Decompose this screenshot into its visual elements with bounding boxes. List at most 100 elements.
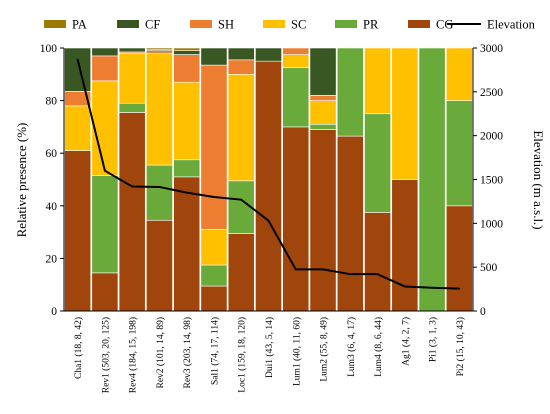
bar-segment-pa xyxy=(146,47,173,50)
bars xyxy=(64,47,473,312)
elevation-point xyxy=(458,287,461,290)
y-tick-label: 60 xyxy=(46,148,58,160)
legend-swatch xyxy=(408,20,430,28)
bar-segment-cg xyxy=(64,150,92,312)
legend-item-sh: SH xyxy=(190,18,234,32)
elevation-point xyxy=(213,196,215,198)
bar-segment-sc xyxy=(364,47,391,115)
x-tick-label: Rev4 (184, 15, 198) xyxy=(128,317,139,393)
bar-segment-sc xyxy=(173,81,201,161)
legend-label: CF xyxy=(145,18,160,32)
bar-segment-cg xyxy=(227,233,255,312)
bar-segment-pr xyxy=(146,164,173,221)
bar-segment-cg xyxy=(200,285,228,312)
bar-segment-sc xyxy=(64,105,92,151)
bar-segment-pa xyxy=(173,47,201,51)
axes: 020406080100050010001500200025003000Cha1… xyxy=(40,43,504,393)
legend-swatch xyxy=(335,20,357,28)
bar-segment-sc xyxy=(118,52,146,104)
x-tick-label: Ag1 (4, 2, 7) xyxy=(400,317,411,366)
bar-segment-cg xyxy=(118,112,146,312)
y-tick-label: 20 xyxy=(46,253,58,265)
elevation-point xyxy=(404,285,406,288)
legend-swatch xyxy=(190,20,212,28)
bar-segment-cg xyxy=(282,126,310,312)
bar-segment-sh xyxy=(282,47,310,55)
y2-tick-label: 1000 xyxy=(480,218,503,230)
elevation-point xyxy=(76,58,79,61)
bar-segment-sc xyxy=(91,80,119,176)
x-tick-label: Sal1 (74, 17, 114) xyxy=(209,317,220,385)
x-tick-label: Dui1 (43, 5, 14) xyxy=(264,317,275,378)
x-tick-label: Lum1 (40, 11, 60) xyxy=(291,317,302,386)
y-axis-label: Relative presence (%) xyxy=(14,123,29,238)
elevation-point xyxy=(376,273,379,275)
x-tick-label: Cha1 (18, 8, 42) xyxy=(73,317,84,379)
y-tick-label: 100 xyxy=(40,43,58,55)
bar-segment-sh xyxy=(309,95,337,101)
bar-segment-sh xyxy=(91,55,119,82)
elevation-point xyxy=(267,219,270,222)
legend-swatch xyxy=(263,20,285,28)
bar-segment-sh xyxy=(146,50,173,54)
bar-segment-sc xyxy=(445,47,473,101)
bar-segment-pr xyxy=(118,102,146,113)
legend-item-cf: CF xyxy=(117,18,160,32)
bar-segment-cg xyxy=(309,129,337,312)
bar-segment-sc xyxy=(391,47,419,180)
legend-item-pr: PR xyxy=(335,18,379,32)
legend-swatch xyxy=(44,20,66,28)
x-tick-label: Pi2 (15, 10, 43) xyxy=(455,317,466,376)
legend-label: SC xyxy=(291,18,306,32)
y2-tick-label: 1500 xyxy=(480,175,503,187)
bar-segment-sc xyxy=(200,229,228,266)
bar-segment-cg xyxy=(255,60,282,312)
legend-label: SH xyxy=(218,18,234,32)
legend-label: PR xyxy=(363,18,379,32)
bar-segment-cg xyxy=(336,135,364,312)
bar-segment-cf xyxy=(255,47,282,62)
legend: PA CF SH SC PR CG Elevation xyxy=(44,18,536,32)
bar-segment-cf xyxy=(91,47,119,57)
legend-label: Elevation xyxy=(487,18,536,32)
bar-segment-sc xyxy=(282,54,310,69)
y-tick-label: 0 xyxy=(51,306,57,318)
bar-segment-pr xyxy=(336,47,364,137)
x-tick-label: Rev3 (203, 14, 98) xyxy=(182,317,193,389)
elevation-point xyxy=(240,198,243,201)
x-tick-label: Rev2 (101, 14, 89) xyxy=(155,317,166,389)
bar-segment-cg xyxy=(146,219,173,312)
elevation-point xyxy=(131,185,133,188)
bar-segment-pr xyxy=(173,159,201,178)
y-tick-label: 40 xyxy=(46,201,58,213)
x-tick-label: Loc1 (159, 18, 120) xyxy=(237,317,248,393)
elevation-point xyxy=(322,268,324,271)
elevation-point xyxy=(294,268,297,271)
bar-segment-cg xyxy=(364,212,391,312)
elevation-point xyxy=(431,286,433,289)
y2-tick-label: 2500 xyxy=(480,87,503,99)
bar-segment-cf xyxy=(118,47,146,53)
y2-axis-label: Elevation (m a.s.l.) xyxy=(531,130,546,229)
bar-segment-cf xyxy=(64,47,92,92)
bar-segment-sh xyxy=(227,59,255,75)
bar-segment-cf xyxy=(227,47,255,61)
bar-segment-sh xyxy=(200,64,228,230)
legend-label: PA xyxy=(72,18,87,32)
bar-segment-pr xyxy=(91,175,119,274)
elevation-point xyxy=(158,186,161,188)
bar-segment-pr xyxy=(418,47,446,312)
y2-tick-label: 3000 xyxy=(480,43,503,55)
bar-segment-cf xyxy=(173,50,201,55)
elevation-point xyxy=(104,169,106,172)
x-tick-label: Lum4 (8, 6, 44) xyxy=(373,317,384,377)
elevation-line xyxy=(76,58,461,290)
bar-segment-sh xyxy=(173,54,201,83)
legend-label: CG xyxy=(436,18,453,32)
bar-segment-pr xyxy=(200,264,228,287)
bar-segment-cg xyxy=(91,272,119,312)
bar-segment-sc xyxy=(146,52,173,166)
legend-item-elevation: Elevation xyxy=(447,18,536,32)
bar-segment-pr xyxy=(309,123,337,130)
